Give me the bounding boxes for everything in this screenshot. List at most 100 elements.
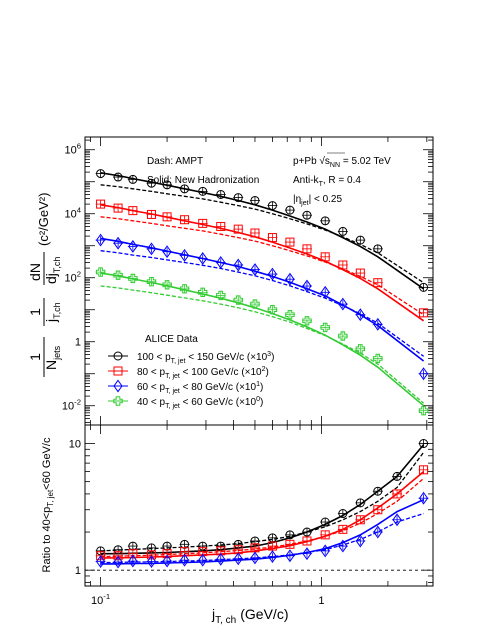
data-point [338,297,348,311]
data-point [113,396,123,406]
series [95,491,429,569]
data-point [418,491,429,505]
data-point [113,351,123,361]
model-dashed-line [100,216,424,316]
data-point [216,256,226,269]
data-point [267,267,278,281]
model-dashed-line [100,184,424,284]
data-point [128,273,138,284]
data-point [338,331,348,341]
data-point [392,471,402,481]
bottom-x-axis: 10-1 1 [90,425,428,607]
bottom-panel-series [95,439,429,569]
y-tick-label: 1 [75,565,81,577]
y-tick-label: 10-2 [62,398,81,413]
data-point [180,547,190,557]
data-point [233,295,243,305]
data-point [180,215,190,225]
data-point [267,305,278,315]
model-solid-line [100,444,425,555]
x-tick-label: 10-1 [91,592,110,607]
y-label-prefactor2-den: jT,ch [43,302,62,323]
data-point [320,322,330,333]
data-point [285,272,295,286]
data-point [146,277,157,287]
data-point [267,233,277,243]
data-point [285,549,295,563]
series [95,199,429,322]
data-point [179,553,190,567]
top-panel-series [95,169,429,416]
data-point [267,550,278,564]
y-tick-label: 104 [64,206,81,221]
data-point [302,547,312,561]
y-tick-label: 1 [75,337,81,349]
data-point [179,248,190,262]
data-point [373,353,383,364]
data-point [338,509,348,519]
top-y-label: 1 Njets 1 jT,ch dN djT,ch (c²/GeV²) [27,193,62,377]
data-point [113,555,123,569]
data-point [250,551,260,565]
data-point [338,524,348,534]
data-point [233,224,243,234]
data-point [320,517,330,527]
top-y-axis: 10-2 1 102 104 106 [62,139,433,423]
data-point [373,505,383,515]
legend-entry: 100 < pT, jet < 150 GeV/c (×103) [137,351,274,365]
series [95,465,429,561]
data-point [198,218,208,228]
y-tick-label: 102 [64,270,81,285]
data-point [373,317,383,331]
data-point [250,195,260,205]
data-point [355,498,365,508]
data-point [302,316,312,326]
y-label-prefactor1: 1 [27,353,43,361]
x-axis-label: jT, ch (GeV/c) [211,606,288,626]
data-point [302,210,312,220]
data-point [338,539,348,553]
data-point [250,228,260,238]
data-point [355,515,365,525]
annotation-energy: p+Pb √sNN = 5.02 TeV [293,155,391,169]
data-point [373,278,383,288]
data-point [392,513,402,527]
y-label-deriv-num: dN [27,263,43,281]
annotation-algorithm: Anti-kT, R = 0.4 [293,175,361,188]
data-point [128,239,138,253]
y-label-prefactor1-den: Njets [43,345,62,370]
annotation-solid: Solid: New Hadronization [147,175,259,186]
data-point [146,555,157,568]
model-solid-line [100,172,425,290]
data-point [162,280,172,290]
model-dashed-line [100,452,425,552]
data-point [146,242,157,256]
data-point [216,189,226,199]
data-point [96,169,106,179]
data-point [320,252,330,262]
data-point [162,180,172,190]
data-point [267,541,277,551]
data-point [113,172,123,182]
data-point [96,199,106,209]
data-point [146,178,156,188]
data-point [302,244,312,254]
data-point [250,263,260,277]
x-tick-label: 1 [318,595,324,607]
legend-entry: 60 < pT, jet < 80 GeV/c (×101) [137,381,263,395]
bottom-y-axis: 1 10 [69,439,433,583]
series [95,439,429,556]
data-point [216,552,226,566]
data-point [320,285,330,299]
series [95,233,429,381]
data-point [355,344,366,354]
data-point [179,284,190,294]
data-point [285,237,295,247]
data-point [373,244,383,254]
bottom-y-label: Ratio to 40<pT, jet<60 GeV/c [41,437,55,572]
data-point [162,245,172,259]
data-point [128,174,138,184]
data-point [113,270,123,280]
data-point [419,439,429,449]
